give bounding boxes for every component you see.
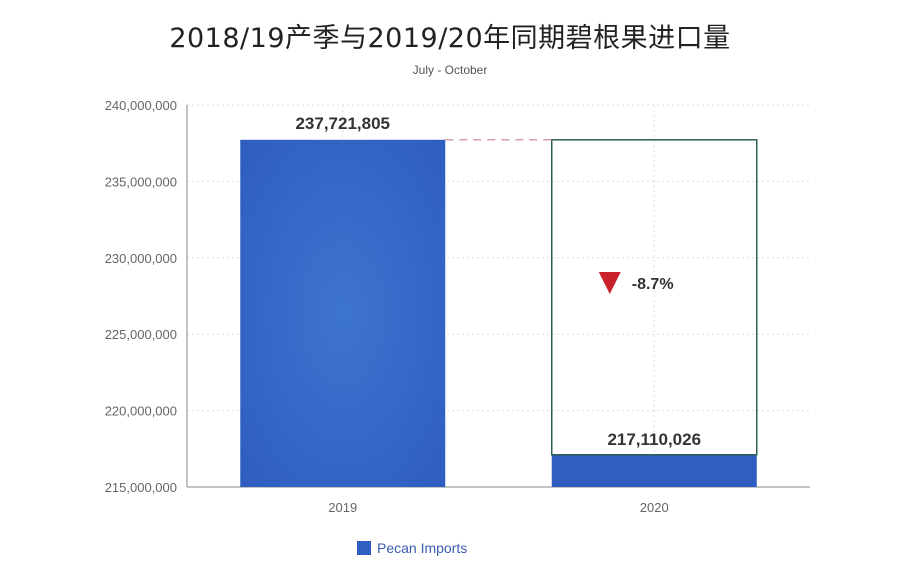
y-tick-label: 235,000,000 bbox=[105, 174, 177, 189]
y-tick-label: 240,000,000 bbox=[105, 98, 177, 113]
y-tick-label: 230,000,000 bbox=[105, 251, 177, 266]
down-triangle-icon bbox=[598, 272, 621, 294]
y-tick-label: 225,000,000 bbox=[105, 327, 177, 342]
legend[interactable]: Pecan Imports bbox=[357, 540, 467, 556]
bar-2019 bbox=[240, 139, 446, 487]
bar-2020 bbox=[551, 454, 757, 487]
percent-change-label: -8.7% bbox=[632, 276, 674, 293]
x-tick-label: 2020 bbox=[640, 500, 669, 515]
data-label-2019: 237,721,805 bbox=[295, 114, 390, 133]
comparison-outline bbox=[551, 139, 758, 456]
legend-label: Pecan Imports bbox=[377, 540, 468, 556]
y-tick-label: 215,000,000 bbox=[105, 480, 177, 495]
data-label-2020: 217,110,026 bbox=[607, 430, 701, 449]
chart-title: 2018/19产季与2019/20年同期碧根果进口量 bbox=[169, 23, 731, 54]
chart-subtitle: July - October bbox=[412, 63, 488, 77]
square-swatch-icon bbox=[357, 541, 371, 555]
x-tick-label: 2019 bbox=[328, 500, 357, 515]
y-tick-label: 220,000,000 bbox=[105, 404, 177, 419]
